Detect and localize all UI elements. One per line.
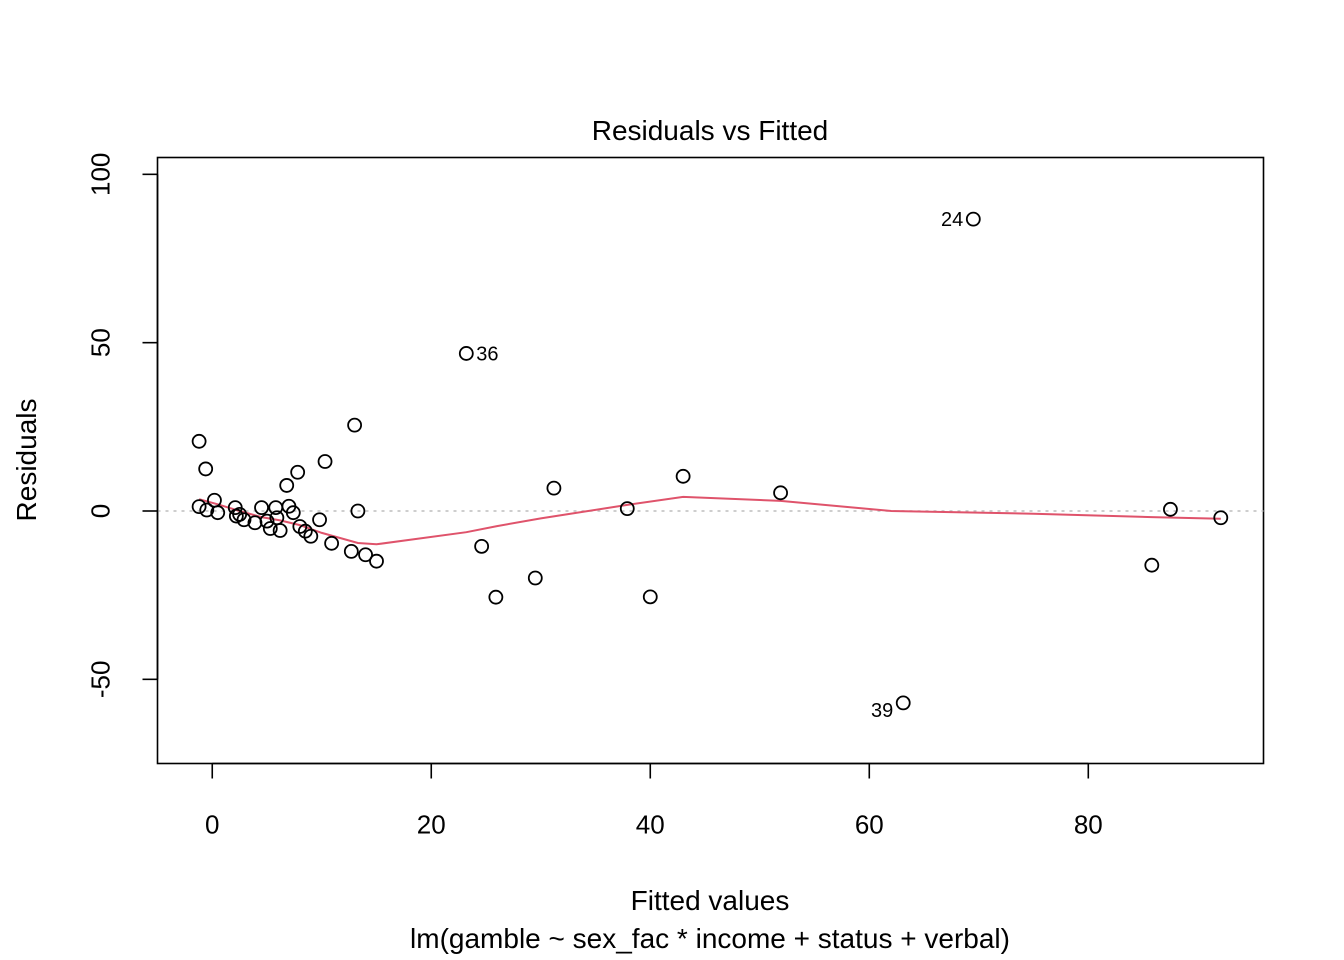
y-tick-label: 0 <box>86 504 116 518</box>
y-tick-label: 100 <box>86 153 116 196</box>
data-point <box>317 454 333 469</box>
data-point <box>236 512 252 528</box>
y-axis-label: Residuals <box>11 399 42 522</box>
data-point <box>254 500 269 516</box>
data-point <box>488 589 504 605</box>
x-tick-label: 60 <box>855 810 884 840</box>
data-point <box>198 461 214 477</box>
data-point <box>191 433 207 449</box>
data-point <box>312 512 327 528</box>
data-point <box>210 505 226 521</box>
data-point <box>675 468 691 484</box>
x-tick-label: 20 <box>417 810 446 840</box>
x-tick-label: 40 <box>636 810 665 840</box>
data-point <box>1213 510 1229 526</box>
point-label: 24 <box>941 209 963 231</box>
chart-subtitle: lm(gamble ~ sex_fac * income + status + … <box>410 923 1010 954</box>
y-tick-label: -50 <box>86 661 116 699</box>
data-point <box>303 528 319 544</box>
data-point <box>324 535 340 551</box>
data-point <box>965 211 981 227</box>
data-point <box>474 538 490 554</box>
smooth-trend-line <box>198 495 1221 546</box>
data-point <box>773 485 788 501</box>
data-point <box>546 480 562 496</box>
x-axis-label: Fitted values <box>631 885 790 916</box>
data-point <box>642 589 658 605</box>
data-point <box>285 505 301 521</box>
data-point <box>259 513 275 529</box>
data-point <box>279 478 295 493</box>
chart-title: Residuals vs Fitted <box>592 115 829 146</box>
data-point <box>207 492 222 508</box>
data-point <box>350 503 366 519</box>
data-point <box>458 346 474 361</box>
data-point <box>262 521 278 536</box>
data-point <box>1144 557 1160 573</box>
point-label: 39 <box>871 700 893 722</box>
data-point <box>619 501 635 517</box>
data-point <box>290 464 306 480</box>
data-point <box>199 502 215 518</box>
point-labels: 36 24 39 <box>476 209 963 722</box>
data-point <box>1163 501 1178 517</box>
point-label: 36 <box>476 343 498 365</box>
y-axis: -50 0 50 100 <box>86 153 159 699</box>
plot-frame <box>156 156 1265 765</box>
data-point <box>347 417 363 433</box>
data-point <box>895 695 911 711</box>
data-points <box>191 211 1229 711</box>
x-axis: 0 20 40 60 80 <box>205 762 1103 840</box>
data-point <box>527 570 543 586</box>
x-tick-label: 80 <box>1074 810 1103 840</box>
data-point <box>358 547 373 563</box>
data-point <box>343 544 359 559</box>
data-point <box>369 553 384 569</box>
data-point <box>191 499 207 515</box>
y-tick-label: 50 <box>86 328 116 357</box>
x-tick-label: 0 <box>205 810 219 840</box>
data-point <box>272 523 288 538</box>
